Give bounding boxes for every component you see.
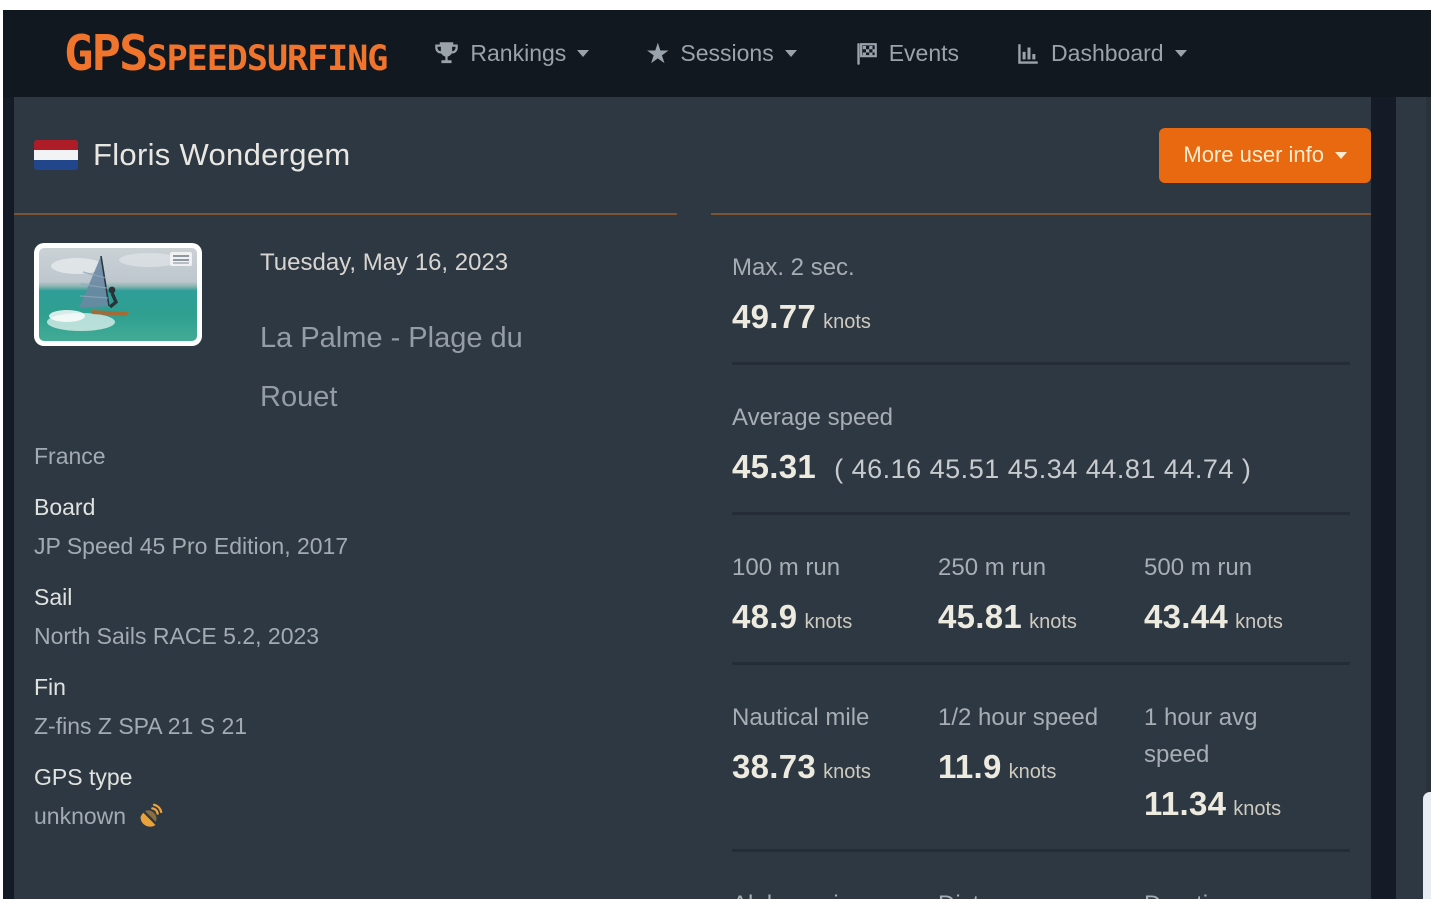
chevron-down-icon [577, 50, 590, 57]
brand-logo[interactable]: GPS SPEEDSURFING [64, 25, 389, 82]
session-date: Tuesday, May 16, 2023 [260, 249, 509, 276]
chevron-down-icon [1335, 151, 1347, 159]
stat-average-speed: Average speed 45.31( 46.16 45.51 45.34 4… [732, 365, 1350, 515]
brand-speedsurfing-text: SPEEDSURFING [146, 39, 389, 79]
fin-group: Fin Z-fins Z SPA 21 S 21 [34, 674, 657, 740]
nav-label-events: Events [888, 40, 960, 66]
nav-item-rankings[interactable]: Rankings [433, 40, 590, 67]
stat-row-totals: Alpha racing 0knots Distance 73km Durati… [732, 852, 1350, 899]
stat-duration: Duration 01:42:43 [1144, 886, 1350, 899]
date-location-block: Tuesday, May 16, 2023 La Palme - Plage d… [260, 243, 590, 427]
photo-watermark [170, 252, 192, 266]
average-runs-list: ( 46.16 45.51 45.34 44.81 44.74 ) [834, 454, 1252, 484]
more-user-info-label: More user info [1183, 142, 1324, 167]
gps-type-label: GPS type [34, 764, 133, 790]
window-edge-left [0, 0, 3, 899]
nav-label-dashboard: Dashboard [1051, 40, 1164, 66]
stat-row-runs: 100 m run 48.9 knots 250 m run 45.81 knots… [732, 515, 1350, 665]
stat-label: Max. 2 sec. [732, 254, 855, 281]
star-icon: ★ [645, 37, 671, 69]
top-navbar: GPS SPEEDSURFING Rankings ★ Sessions [0, 10, 1431, 97]
stat-nautical-mile: Nautical mile 38.73 knots [732, 704, 871, 785]
next-card-partial [1396, 97, 1431, 899]
stat-alpha-racing: Alpha racing 0knots [732, 886, 938, 899]
session-photo[interactable] [34, 243, 202, 346]
partial-photo-corner [1423, 792, 1431, 899]
fin-label: Fin [34, 674, 66, 700]
brand-gps-text: GPS [64, 25, 149, 82]
stat-one-hour-avg-speed: 1 hour avg speed 11.34 knots [1144, 704, 1282, 822]
nav-label-rankings: Rankings [470, 40, 567, 66]
stat-value: 45.31( 46.16 45.51 45.34 44.81 44.74 ) [732, 448, 1252, 485]
satellite-dish-icon [136, 803, 163, 830]
stat-max-2sec: Max. 2 sec. 49.77 knots [732, 215, 1350, 365]
user-identity: Floris Wondergem [34, 137, 350, 173]
window-edge-top [0, 0, 1431, 10]
stat-half-hour-speed: 1/2 hour speed 11.9 knots [938, 704, 1099, 785]
card-header: Floris Wondergem More user info [14, 97, 1371, 213]
stat-distance: Distance 73km [938, 886, 1144, 899]
card-columns: Tuesday, May 16, 2023 La Palme - Plage d… [14, 213, 1371, 899]
session-info-column: Tuesday, May 16, 2023 La Palme - Plage d… [14, 213, 677, 899]
board-label: Board [34, 494, 96, 520]
checkered-flag-icon [853, 41, 879, 67]
chevron-down-icon [784, 50, 797, 57]
board-group: Board JP Speed 45 Pro Edition, 2017 [34, 494, 657, 560]
windsurf-photo-image [39, 248, 197, 341]
nav-menu: Rankings ★ Sessions Event [433, 37, 1187, 69]
board-value: JP Speed 45 Pro Edition, 2017 [34, 533, 349, 559]
gps-type-value: unknown [34, 803, 657, 830]
more-user-info-button[interactable]: More user info [1159, 127, 1371, 183]
session-location-link[interactable]: La Palme - Plage du Rouet [260, 322, 523, 413]
stat-value: 49.77 knots [732, 298, 871, 335]
next-card-inner-edge [1426, 97, 1431, 899]
chevron-down-icon [1174, 50, 1187, 57]
stat-500m-run: 500 m run 43.44 knots [1144, 554, 1283, 635]
stat-250m-run: 250 m run 45.81 knots [938, 554, 1077, 635]
stats-column: Max. 2 sec. 49.77 knots Average speed 45.… [711, 213, 1371, 899]
session-top: Tuesday, May 16, 2023 La Palme - Plage d… [34, 243, 657, 427]
fin-value: Z-fins Z SPA 21 S 21 [34, 713, 248, 739]
sail-label: Sail [34, 584, 73, 610]
nav-item-dashboard[interactable]: Dashboard [1015, 40, 1187, 67]
session-card: Floris Wondergem More user info [14, 97, 1371, 899]
sail-group: Sail North Sails RACE 5.2, 2023 [34, 584, 657, 650]
sail-value: North Sails RACE 5.2, 2023 [34, 623, 320, 649]
gps-type-group: GPS type unknown [34, 764, 657, 830]
nav-label-sessions: Sessions [680, 40, 774, 66]
nav-item-events[interactable]: Events [853, 40, 959, 67]
nav-item-sessions[interactable]: ★ Sessions [645, 37, 797, 69]
user-name: Floris Wondergem [93, 137, 351, 172]
bar-chart-icon [1015, 41, 1041, 67]
stat-100m-run: 100 m run 48.9 knots [732, 554, 853, 635]
stat-row-hours: Nautical mile 38.73 knots 1/2 hour speed … [732, 665, 1350, 852]
netherlands-flag-icon [34, 140, 78, 170]
session-country: France [34, 443, 106, 469]
trophy-icon [433, 40, 460, 67]
stat-label: Average speed [732, 404, 894, 431]
